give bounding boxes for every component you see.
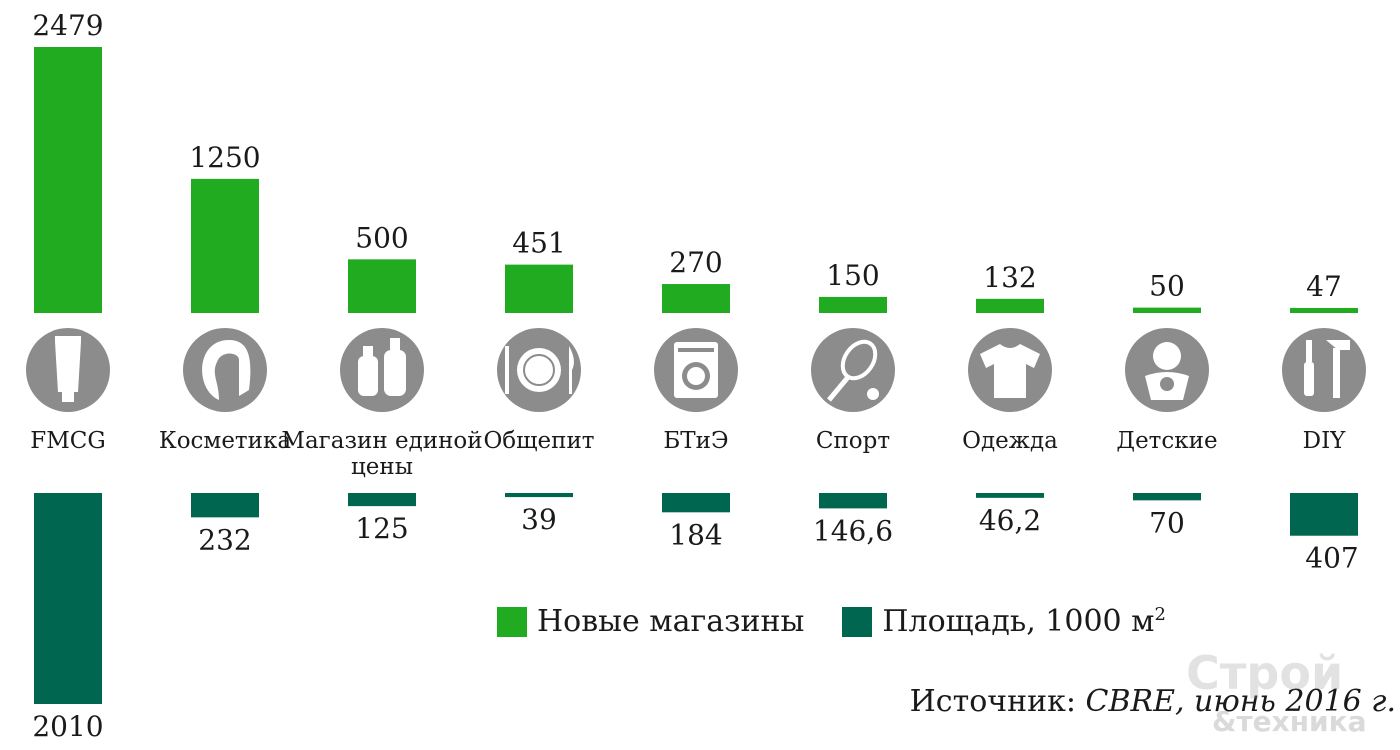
washing-machine-icon: [654, 328, 738, 412]
new-stores-value-label: 2479: [32, 9, 103, 42]
category-label: Магазин единой: [281, 428, 482, 454]
area-value-label: 39: [521, 503, 557, 536]
new-stores-value-label: 270: [669, 246, 722, 279]
legend-label-area: Площадь, 1000 м2: [882, 604, 1166, 639]
baby-icon: [1125, 328, 1209, 412]
new-stores-bar-cat-0: [34, 47, 102, 313]
new-stores-value-label: 500: [355, 221, 408, 254]
tube-icon: [26, 328, 110, 412]
area-bar-cat-2: [348, 493, 416, 507]
category-label: DIY: [1303, 428, 1347, 454]
watermark-logo-sub: &техника: [1212, 705, 1367, 738]
new-stores-bar-cat-2: [348, 259, 416, 313]
area-bar-cat-6: [976, 493, 1044, 498]
area-value-label: 125: [355, 512, 408, 545]
area-bar-cat-7: [1133, 493, 1201, 501]
watermark-logo: Строй: [1186, 646, 1344, 700]
new-stores-bar-cat-8: [1290, 307, 1358, 313]
area-bar-cat-0: [34, 493, 102, 704]
category-label: Косметика: [159, 428, 291, 454]
legend-label-new-stores: Новые магазины: [537, 604, 805, 639]
new-stores-bar-cat-4: [662, 284, 730, 313]
category-label: Спорт: [816, 428, 890, 454]
new-stores-bar-cat-1: [191, 178, 259, 313]
new-stores-value-label: 47: [1306, 270, 1342, 303]
new-stores-value-label: 50: [1149, 270, 1185, 303]
new-stores-value-label: 451: [512, 227, 565, 260]
tshirt-icon: [968, 328, 1052, 412]
area-bar-cat-3: [505, 493, 573, 498]
area-bar-cat-1: [191, 493, 259, 518]
area-value-label: 407: [1305, 542, 1358, 575]
source-note: Источник: CBRE, июнь 2016 г.: [909, 684, 1396, 719]
category-icons: [26, 328, 1366, 412]
area-bars: [34, 493, 1358, 704]
legend-swatch-area: [842, 606, 873, 637]
area-bar-cat-8: [1290, 493, 1358, 536]
category-label: Общепит: [483, 428, 594, 454]
cosmetics-head-icon: [183, 328, 267, 412]
area-value-label: 2010: [32, 710, 103, 743]
new-stores-bar-cat-7: [1133, 307, 1201, 313]
new-stores-value-label: 132: [983, 261, 1036, 294]
area-bar-cat-4: [662, 493, 730, 513]
area-value-label: 70: [1149, 506, 1185, 539]
new-stores-value-label: 150: [826, 259, 879, 292]
category-label: БТиЭ: [663, 428, 728, 454]
area-value-label: 146,6: [813, 514, 893, 547]
legend: Новые магазины Площадь, 1000 м2: [497, 604, 1204, 639]
new-stores-bars: [34, 47, 1358, 313]
new-stores-bar-cat-6: [976, 298, 1044, 313]
area-value-label: 232: [198, 523, 251, 556]
bottles-icon: [340, 328, 424, 412]
value-labels: 2479 2010 1250 232 500 125 451 39 270 184 150 146,6…: [32, 9, 1358, 743]
plate-icon: [497, 328, 581, 412]
area-value-label: 46,2: [979, 504, 1041, 537]
category-label: Одежда: [962, 428, 1058, 454]
category-label: FMCG: [30, 428, 105, 454]
new-stores-value-label: 1250: [189, 141, 260, 174]
tools-icon: [1282, 328, 1366, 412]
area-bar-cat-5: [819, 493, 887, 509]
tennis-racket-icon: [811, 328, 895, 412]
area-value-label: 184: [669, 518, 722, 551]
new-stores-bar-cat-5: [819, 296, 887, 313]
category-label: Детские: [1116, 428, 1217, 454]
legend-swatch-new-stores: [497, 606, 527, 637]
legend-entry-area: Площадь, 1000 м2: [842, 604, 1166, 639]
legend-entry-new-stores: Новые магазины: [497, 604, 804, 639]
category-label: цены: [351, 454, 413, 480]
new-stores-bar-cat-3: [505, 264, 573, 313]
